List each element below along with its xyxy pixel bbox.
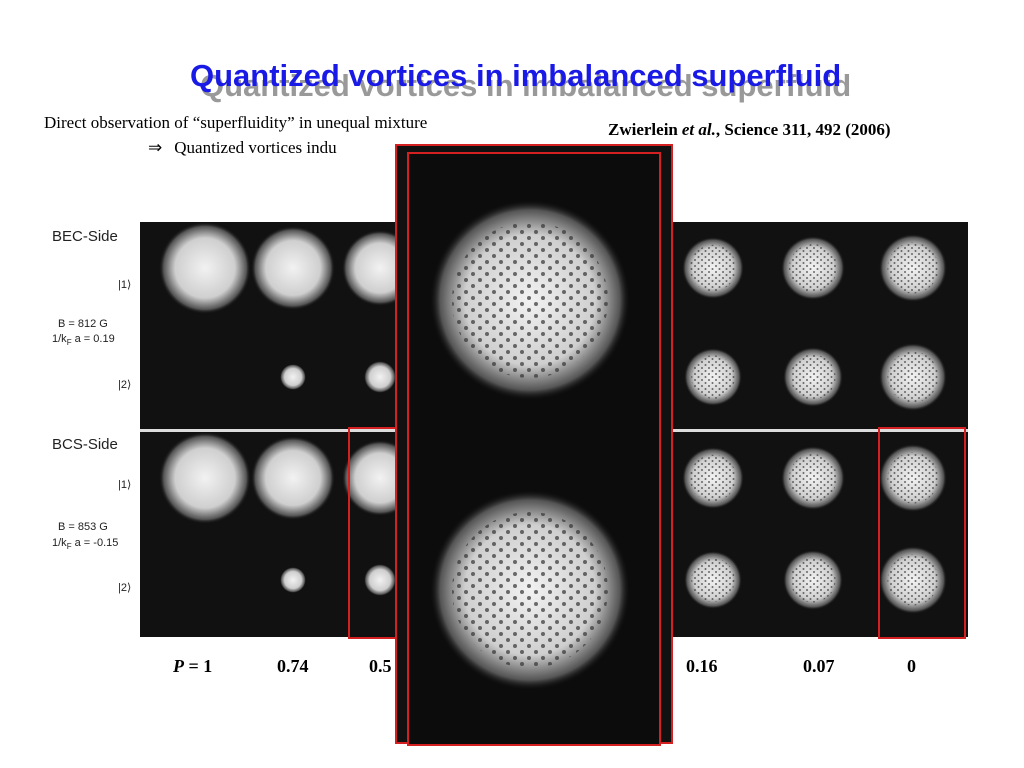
vortex-lattice xyxy=(887,242,939,294)
field-label: B = 853 G xyxy=(58,521,108,533)
state-label: |2⟩ xyxy=(118,379,131,391)
coupling-label: 1/kF a = -0.15 xyxy=(52,537,118,551)
title: Quantized vortices in imbalanced superfl… xyxy=(190,58,842,93)
vortex-lattice xyxy=(691,558,735,602)
vortex-lattice xyxy=(887,554,939,606)
et-al: et al. xyxy=(681,120,716,139)
p-value: = 1 xyxy=(188,656,213,676)
state-label: |1⟩ xyxy=(118,279,131,291)
vortex-lattice xyxy=(452,222,608,378)
body-text: Direct observation of “superfluidity” in… xyxy=(44,113,428,132)
vortex-lattice xyxy=(789,454,837,502)
vortex-lattice xyxy=(887,452,939,504)
vortex-lattice xyxy=(452,512,608,668)
coupling-label: 1/kF a = 0.19 xyxy=(52,333,115,347)
p-value: 0.5 xyxy=(369,656,392,676)
vortex-lattice xyxy=(689,454,737,502)
highlight-box xyxy=(878,427,966,639)
atom-cloud xyxy=(159,432,251,524)
side-label: BEC-Side xyxy=(52,228,118,245)
body-text: ⇒ Quantized vortices indu xyxy=(148,138,337,158)
atom-cloud xyxy=(159,222,251,314)
p-value: 0 xyxy=(907,656,916,676)
vortex-lattice xyxy=(691,355,735,399)
state-label: |2⟩ xyxy=(118,582,131,594)
vortex-lattice xyxy=(790,557,836,603)
atom-cloud xyxy=(251,226,335,310)
arrow: ⇒ xyxy=(148,138,163,157)
vortex-lattice xyxy=(887,351,939,403)
p-value: 0.16 xyxy=(686,656,718,676)
reference: , Science 311, 492 (2006) xyxy=(715,120,891,139)
citation: Zwierlein et al., Science 311, 492 (2006) xyxy=(608,120,891,140)
atom-cloud xyxy=(364,361,396,393)
field-label: B = 812 G xyxy=(58,318,108,330)
atom-cloud xyxy=(364,564,396,596)
atom-cloud xyxy=(251,436,335,520)
authors: Zwierlein xyxy=(608,120,678,139)
p-value: 0.74 xyxy=(277,656,309,676)
p-value: 0.07 xyxy=(803,656,835,676)
vortex-lattice xyxy=(790,354,836,400)
vortex-lattice xyxy=(689,244,737,292)
p-symbol: P xyxy=(173,656,184,676)
p-label: P = 1 xyxy=(173,656,212,677)
vortex-lattice xyxy=(789,244,837,292)
atom-cloud xyxy=(280,364,306,390)
state-label: |1⟩ xyxy=(118,479,131,491)
atom-cloud xyxy=(280,567,306,593)
title-shadow: Quantized vortices in imbalanced superfl… xyxy=(200,68,852,103)
text: Quantized vortices indu xyxy=(174,138,337,157)
side-label: BCS-Side xyxy=(52,436,118,453)
